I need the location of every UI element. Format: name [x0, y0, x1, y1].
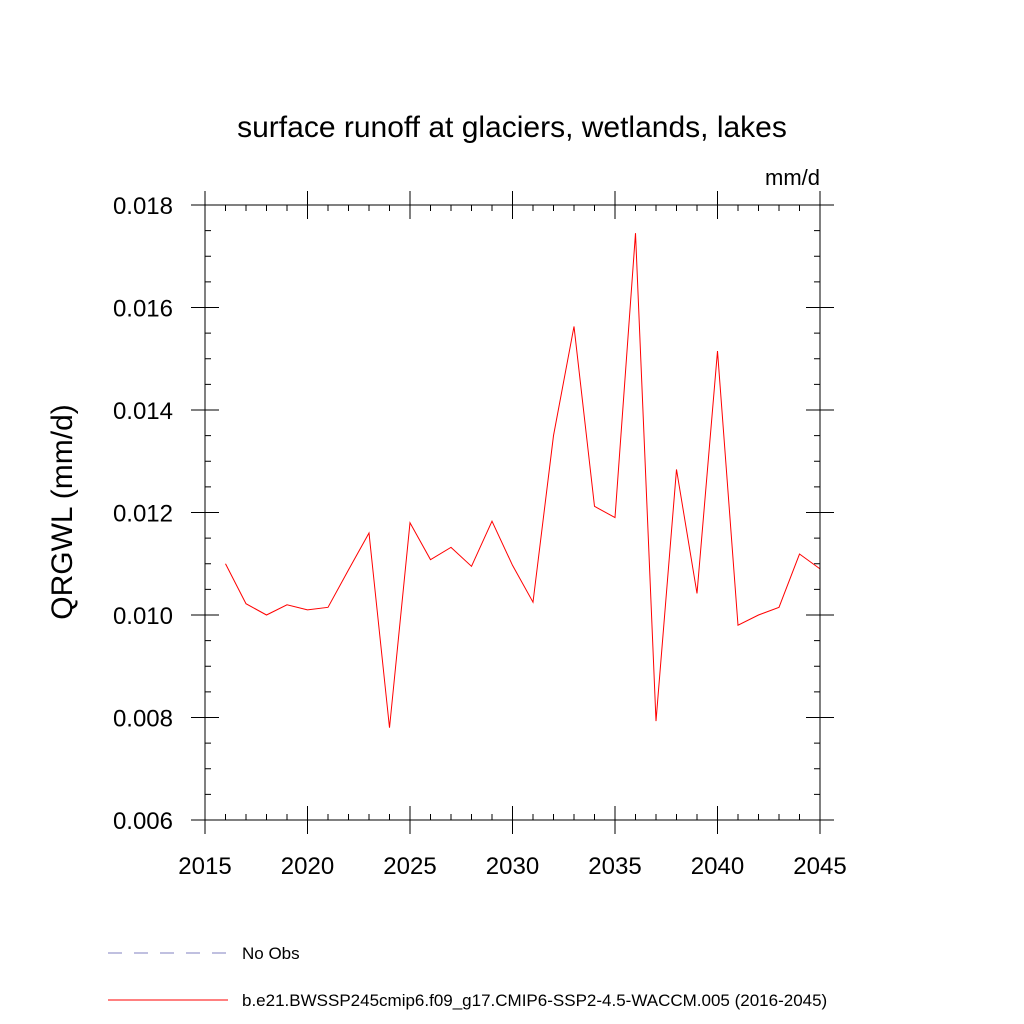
x-tick-label: 2035: [588, 853, 641, 880]
plot-frame: [204, 204, 821, 821]
y-tick-label: 0.012: [113, 501, 173, 528]
tick-labels: 2015 2020 2025 2030 2035 2040 2045 0.006 0.008 0.…: [113, 193, 847, 880]
y-tick-label: 0.010: [113, 603, 173, 630]
units-label: mm/d: [765, 165, 820, 190]
x-tick-label: 2030: [486, 853, 539, 880]
x-tick-label: 2020: [281, 853, 334, 880]
legend-series-label: b.e21.BWSSP245cmip6.f09_g17.CMIP6-SSP2-4…: [242, 991, 827, 1010]
chart-title: surface runoff at glaciers, wetlands, la…: [237, 111, 787, 144]
x-tick-label: 2015: [178, 853, 231, 880]
y-tick-label: 0.016: [113, 296, 173, 323]
x-tick-label: 2045: [793, 853, 846, 880]
y-tick-label: 0.008: [113, 706, 173, 733]
series-line: [225, 233, 821, 728]
y-tick-label: 0.014: [113, 398, 173, 425]
series-lines: [225, 233, 821, 728]
x-tick-label: 2025: [383, 853, 436, 880]
y-axis-label: QRGWL (mm/d): [46, 404, 79, 620]
x-tick-label: 2040: [691, 853, 744, 880]
axis-ticks: [191, 191, 834, 834]
legend: No Obs b.e21.BWSSP245cmip6.f09_g17.CMIP6…: [108, 944, 827, 1010]
y-tick-label: 0.006: [113, 808, 173, 835]
legend-no-obs-label: No Obs: [242, 944, 300, 963]
y-tick-label: 0.018: [113, 193, 173, 220]
